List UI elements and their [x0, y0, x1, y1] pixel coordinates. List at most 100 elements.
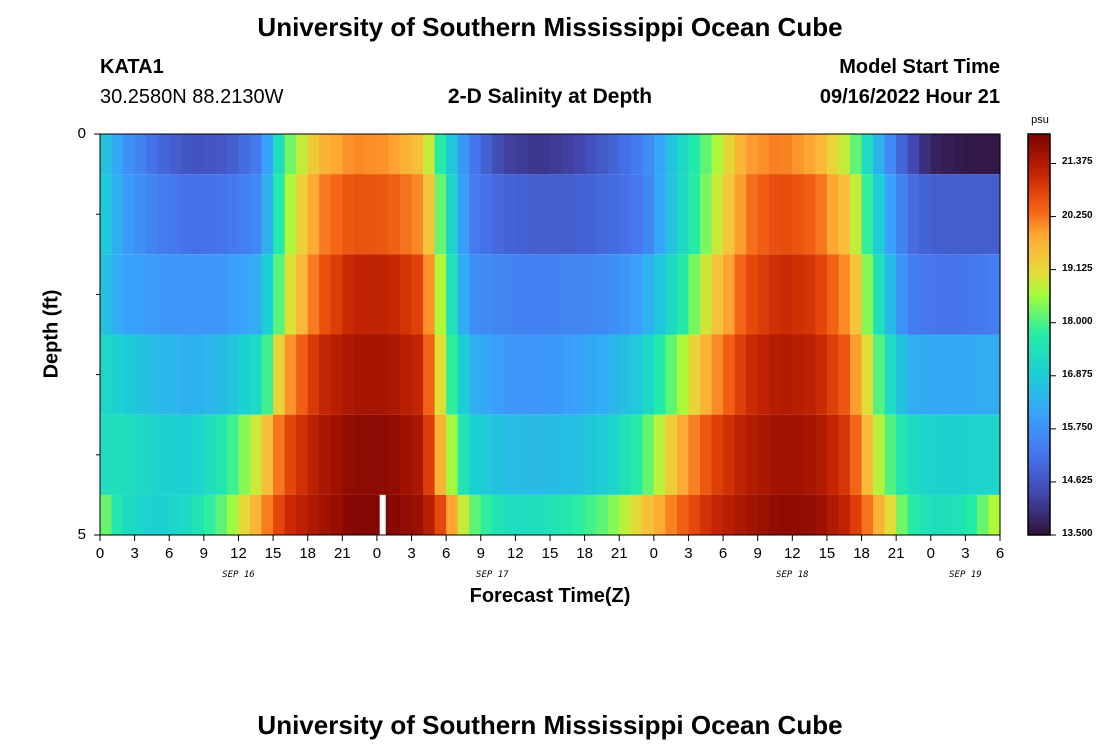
heatmap-cell — [988, 254, 1001, 335]
heatmap-cell — [526, 254, 540, 335]
heatmap-cell — [723, 134, 736, 175]
heatmap-cell — [907, 134, 920, 175]
heatmap-cell — [803, 494, 816, 535]
heatmap-cell — [688, 334, 701, 415]
heatmap-cell — [780, 414, 793, 495]
heatmap-cell — [180, 254, 193, 335]
heatmap-cell — [273, 254, 286, 335]
heatmap-cell — [596, 174, 609, 255]
heatmap-cell — [423, 134, 436, 175]
heatmap-cell — [215, 174, 228, 255]
colorbar-label: 14.625 — [1062, 474, 1093, 486]
heatmap-cell — [642, 334, 655, 415]
heatmap-cell — [884, 494, 897, 535]
heatmap-cell — [434, 254, 447, 335]
heatmap-cell — [250, 254, 263, 335]
heatmap-cell — [157, 254, 170, 335]
heatmap-cell — [861, 134, 874, 175]
heatmap-cell — [746, 174, 759, 255]
heatmap-cell — [884, 254, 897, 335]
heatmap-cell — [988, 174, 1001, 255]
heatmap-cell — [965, 254, 978, 335]
heatmap-cell — [434, 174, 447, 255]
heatmap-cell — [526, 414, 540, 495]
heatmap-cell — [550, 494, 563, 535]
heatmap-cell — [457, 494, 470, 535]
colorbar-label: 21.375 — [1062, 156, 1093, 168]
heatmap-cell — [157, 334, 170, 415]
heatmap-cell — [261, 414, 274, 495]
heatmap-cell — [780, 254, 793, 335]
heatmap-cell — [446, 414, 459, 495]
heatmap-cell — [896, 174, 909, 255]
heatmap-cell — [803, 174, 816, 255]
heatmap-cell — [746, 134, 759, 175]
heatmap-cell — [884, 134, 897, 175]
heatmap-cell — [873, 254, 886, 335]
heatmap-cell — [388, 134, 401, 175]
heatmap-cell — [711, 494, 724, 535]
heatmap-cell — [261, 494, 274, 535]
heatmap-cell — [342, 494, 355, 535]
colorbar-label: 20.250 — [1062, 209, 1093, 221]
x-tick-label: 9 — [199, 545, 209, 562]
x-tick-label: 0 — [95, 545, 105, 562]
heatmap-cell — [873, 334, 886, 415]
heatmap-cell — [942, 174, 955, 255]
heatmap-cell — [411, 174, 424, 255]
heatmap-cell — [365, 134, 378, 175]
heatmap-cell — [550, 254, 563, 335]
heatmap-cell — [342, 414, 355, 495]
heatmap-cell — [850, 414, 863, 495]
heatmap-cell — [330, 334, 343, 415]
x-tick-label: 15 — [818, 545, 836, 562]
x-tick-label: 0 — [372, 545, 382, 562]
heatmap-cell — [676, 174, 690, 255]
heatmap-cell — [423, 334, 436, 415]
heatmap-cell — [503, 334, 516, 415]
heatmap-cell — [469, 494, 482, 535]
heatmap-cell — [134, 254, 147, 335]
heatmap-cell — [146, 334, 159, 415]
heatmap-cell — [942, 334, 955, 415]
heatmap-cell — [526, 134, 540, 175]
heatmap-cell — [446, 174, 459, 255]
heatmap-cell — [538, 334, 551, 415]
heatmap-cell — [573, 334, 586, 415]
heatmap-cell — [734, 414, 747, 495]
heatmap-cell — [630, 254, 643, 335]
heatmap-cell — [446, 254, 459, 335]
heatmap-cell — [630, 134, 643, 175]
x-tick-label: 18 — [853, 545, 870, 562]
heatmap-cell — [353, 334, 366, 415]
heatmap-cell — [596, 254, 609, 335]
heatmap-cell — [284, 254, 297, 335]
x-tick-label: 9 — [753, 545, 762, 562]
heatmap-cell — [850, 134, 863, 175]
heatmap-cell — [861, 334, 874, 415]
heatmap-cell — [146, 494, 159, 535]
heatmap-cell — [746, 254, 759, 335]
heatmap-cell — [457, 334, 470, 415]
heatmap-cell — [561, 134, 574, 175]
heatmap-cell — [930, 134, 943, 175]
heatmap-cell — [111, 414, 124, 495]
heatmap-cell — [873, 134, 886, 175]
heatmap-cell — [942, 254, 955, 335]
x-tick-label: 6 — [718, 545, 728, 562]
heatmap-cell — [607, 414, 620, 495]
heatmap-cell — [792, 174, 805, 255]
heatmap-cell — [146, 174, 159, 255]
heatmap-cell — [100, 414, 113, 495]
heatmap-cell — [688, 254, 701, 335]
heatmap-cell — [538, 134, 551, 175]
heatmap-cell — [561, 414, 574, 495]
heatmap-cell — [976, 334, 990, 415]
heatmap-cell — [919, 254, 932, 335]
x-tick-label: 0 — [649, 545, 659, 562]
heatmap-cell — [353, 414, 366, 495]
heatmap-cell — [815, 494, 828, 535]
heatmap-cell — [307, 134, 320, 175]
heatmap-cell — [157, 414, 170, 495]
heatmap-cell — [411, 254, 424, 335]
